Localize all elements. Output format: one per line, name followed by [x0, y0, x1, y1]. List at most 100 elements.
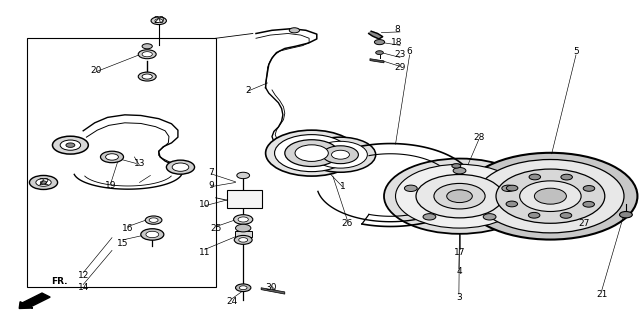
Text: 7: 7: [209, 168, 214, 177]
Text: 18: 18: [391, 38, 403, 47]
Text: 15: 15: [117, 239, 129, 248]
Text: 22: 22: [38, 178, 49, 187]
Circle shape: [520, 181, 581, 211]
Circle shape: [452, 164, 461, 168]
Circle shape: [149, 218, 158, 222]
Circle shape: [172, 163, 189, 171]
Bar: [235, 231, 252, 237]
Circle shape: [266, 130, 358, 176]
Circle shape: [239, 286, 247, 290]
Circle shape: [434, 183, 485, 209]
Circle shape: [416, 174, 503, 218]
Text: 12: 12: [77, 271, 89, 280]
Circle shape: [314, 141, 367, 168]
Polygon shape: [261, 288, 285, 294]
Circle shape: [285, 140, 339, 167]
Text: 29: 29: [394, 63, 406, 72]
Circle shape: [142, 44, 152, 49]
Circle shape: [40, 181, 47, 184]
Text: 17: 17: [454, 248, 465, 256]
Text: 5: 5: [573, 47, 579, 56]
Polygon shape: [370, 59, 384, 63]
Circle shape: [376, 51, 383, 55]
Circle shape: [106, 154, 118, 160]
Text: 1: 1: [340, 182, 345, 191]
Text: 10: 10: [199, 200, 211, 209]
Circle shape: [534, 188, 566, 204]
Text: 4: 4: [456, 267, 461, 276]
Circle shape: [506, 185, 518, 191]
Text: 20: 20: [90, 66, 102, 75]
Text: 14: 14: [77, 283, 89, 292]
Circle shape: [404, 185, 417, 191]
Text: 27: 27: [578, 219, 589, 228]
Text: 3: 3: [456, 293, 461, 302]
Circle shape: [100, 151, 124, 163]
Circle shape: [52, 136, 88, 154]
Text: 11: 11: [199, 248, 211, 256]
Circle shape: [145, 216, 162, 224]
Circle shape: [374, 40, 385, 45]
Circle shape: [620, 211, 632, 218]
Text: 13: 13: [134, 159, 145, 168]
Circle shape: [238, 217, 248, 222]
Text: 28: 28: [473, 133, 484, 142]
Circle shape: [483, 214, 496, 220]
Text: 24: 24: [226, 297, 237, 306]
Text: 19: 19: [105, 181, 116, 189]
Circle shape: [234, 215, 253, 224]
Circle shape: [463, 153, 637, 240]
Circle shape: [295, 145, 328, 161]
Text: 30: 30: [265, 283, 276, 292]
Circle shape: [583, 201, 595, 207]
Circle shape: [60, 140, 81, 150]
Circle shape: [36, 179, 51, 186]
Circle shape: [332, 150, 349, 159]
Circle shape: [155, 19, 163, 23]
Text: 8: 8: [394, 25, 399, 34]
Circle shape: [477, 160, 624, 233]
Circle shape: [142, 52, 152, 57]
Circle shape: [447, 190, 472, 203]
Circle shape: [396, 164, 524, 228]
Text: 16: 16: [122, 224, 134, 233]
Circle shape: [236, 224, 251, 232]
Text: 6: 6: [407, 47, 412, 56]
Text: 26: 26: [342, 219, 353, 228]
Circle shape: [234, 235, 252, 244]
Text: FR.: FR.: [51, 278, 68, 286]
Circle shape: [506, 201, 518, 207]
Circle shape: [141, 229, 164, 240]
Bar: [27, 38, 216, 287]
FancyArrow shape: [19, 293, 50, 308]
Circle shape: [323, 146, 358, 164]
Circle shape: [275, 135, 349, 172]
Circle shape: [560, 212, 572, 218]
Circle shape: [384, 159, 535, 234]
Text: 23: 23: [394, 50, 406, 59]
Circle shape: [138, 50, 156, 59]
Circle shape: [138, 72, 156, 81]
Circle shape: [236, 284, 251, 292]
Circle shape: [583, 186, 595, 191]
Circle shape: [502, 185, 515, 191]
Text: 2: 2: [246, 86, 251, 95]
Circle shape: [66, 143, 75, 147]
Circle shape: [529, 174, 541, 180]
Text: 21: 21: [596, 290, 607, 299]
Circle shape: [166, 160, 195, 174]
Circle shape: [496, 169, 605, 223]
Bar: [227, 190, 262, 208]
Text: 9: 9: [209, 181, 214, 189]
Circle shape: [29, 175, 58, 189]
Polygon shape: [369, 31, 383, 39]
Text: 20: 20: [153, 16, 164, 25]
Circle shape: [529, 212, 540, 218]
Circle shape: [423, 214, 436, 220]
Circle shape: [561, 174, 572, 180]
Circle shape: [237, 172, 250, 179]
Circle shape: [305, 137, 376, 172]
Circle shape: [289, 28, 300, 33]
Circle shape: [453, 167, 466, 174]
Circle shape: [142, 74, 152, 79]
